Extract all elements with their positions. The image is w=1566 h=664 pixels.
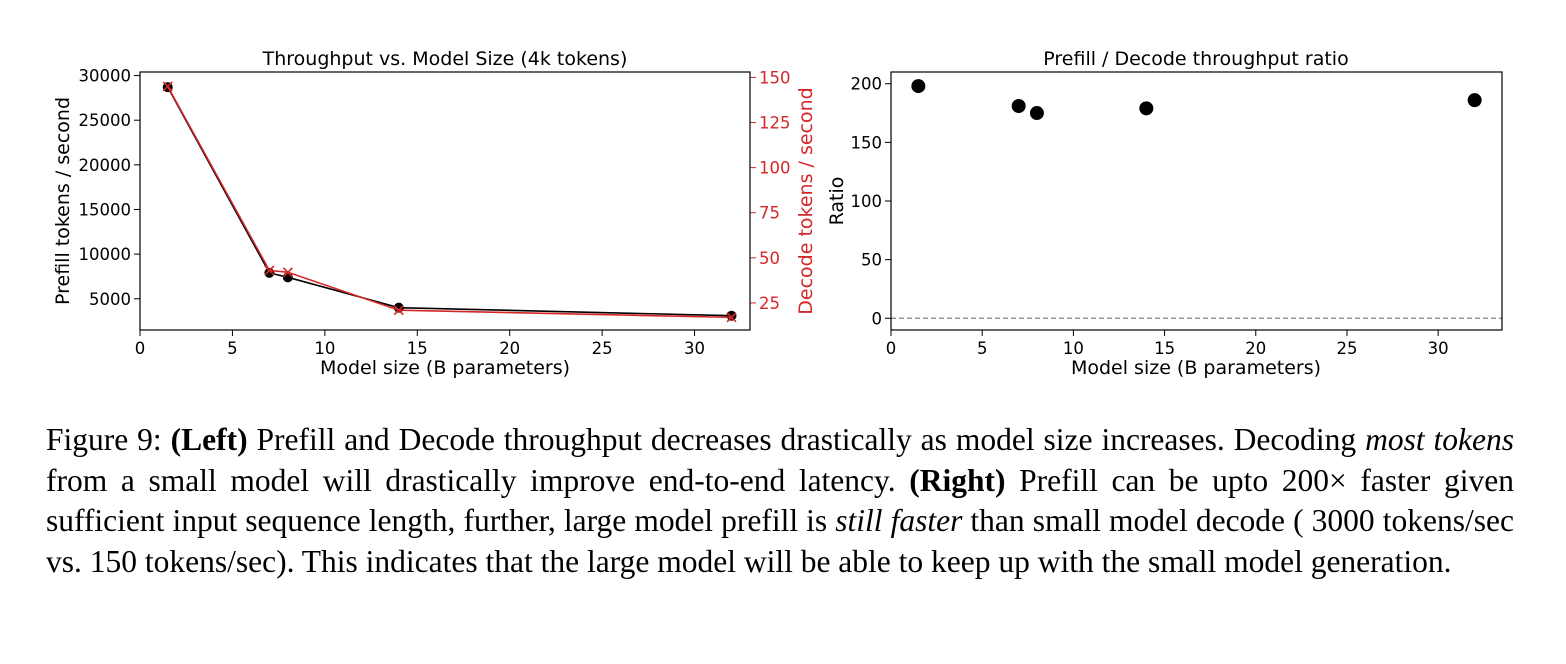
left-y-tick-label: 30000 <box>79 67 132 86</box>
left-y-tick-label: 25000 <box>79 111 132 130</box>
decode-point <box>282 267 293 278</box>
left-x-tick-label: 10 <box>314 339 335 358</box>
decode-point <box>264 265 275 276</box>
ratio-point <box>1139 101 1154 116</box>
caption-text-4: than small model decode ( 3000 tokens/se… <box>46 503 1514 579</box>
caption-emphasis-1: most tokens <box>1365 422 1515 457</box>
decode-point <box>162 81 173 92</box>
caption-label: Figure 9: <box>46 422 162 457</box>
right-y-tick-label: 100 <box>851 192 883 211</box>
right-y-axis-label: Ratio <box>826 177 848 226</box>
left-x-tick-label: 25 <box>592 339 613 358</box>
ratio-chart: Prefill / Decode throughput ratio 0 5 10 15… <box>826 48 1503 379</box>
right-y-tick-label: 200 <box>851 75 883 94</box>
ratio-point <box>1467 93 1482 108</box>
left-y-tick-label: 5000 <box>89 290 131 309</box>
left-y-tick-label: 15000 <box>79 200 132 219</box>
left-y-axis-label: Prefill tokens / second <box>52 97 74 305</box>
ratio-point <box>1011 99 1026 114</box>
caption-left-tag: (Left) <box>170 422 248 457</box>
left-chart-title: Throughput vs. Model Size (4k tokens) <box>262 48 628 70</box>
left-x-tick-label: 5 <box>227 339 238 358</box>
right-y-tick-label: 50 <box>861 251 882 270</box>
left-y2-tick-label: 25 <box>759 294 780 313</box>
right-x-tick-label: 10 <box>1063 339 1084 358</box>
caption-text-2: from a small model will drastically impr… <box>46 462 910 498</box>
left-y2-axis-label: Decode tokens / second <box>795 87 817 314</box>
left-y2-tick-label: 150 <box>759 68 791 87</box>
caption-text-1: Prefill and Decode throughput decreases … <box>247 422 1366 457</box>
ratio-point <box>1029 106 1044 121</box>
left-x-tick-label: 20 <box>499 339 520 358</box>
right-x-tick-label: 5 <box>977 339 988 358</box>
right-x-tick-label: 15 <box>1154 339 1175 358</box>
decode-series-line <box>167 86 732 319</box>
left-x-axis-label: Model size (B parameters) <box>320 357 570 379</box>
left-y-tick-label: 20000 <box>79 156 132 175</box>
left-x-tick-label: 0 <box>135 339 146 358</box>
left-y2-tick-label: 100 <box>759 159 791 178</box>
decode-point <box>393 305 404 316</box>
prefill-point <box>726 310 737 321</box>
ratio-point <box>911 79 926 94</box>
right-x-tick-label: 25 <box>1336 339 1357 358</box>
left-y2-tick-label: 50 <box>759 249 780 268</box>
left-x-tick-label: 30 <box>684 339 705 358</box>
right-y-tick-label: 150 <box>851 133 883 152</box>
right-chart-title: Prefill / Decode throughput ratio <box>1043 48 1348 70</box>
left-y2-tick-label: 75 <box>759 204 780 223</box>
right-plot-frame <box>890 71 1503 331</box>
right-x-tick-label: 0 <box>886 339 897 358</box>
caption-emphasis-2: still faster <box>835 503 963 538</box>
caption-right-tag: (Right) <box>909 462 1006 498</box>
left-x-tick-label: 15 <box>407 339 428 358</box>
throughput-chart: Throughput vs. Model Size (4k tokens) 0 5… <box>52 48 817 379</box>
figure-caption: Figure 9: (Left) Prefill and Decode thro… <box>46 420 1514 582</box>
left-y-tick-label: 10000 <box>79 245 132 264</box>
caption-text-3: Prefill can be upto 200× faster given su… <box>46 462 1514 539</box>
left-y2-tick-label: 125 <box>759 114 791 133</box>
right-x-axis-label: Model size (B parameters) <box>1071 357 1321 379</box>
right-x-tick-label: 20 <box>1245 339 1266 358</box>
right-y-tick-label: 0 <box>872 309 883 328</box>
figure-charts: Throughput vs. Model Size (4k tokens) 0 5… <box>52 48 1503 379</box>
decode-point <box>726 312 737 323</box>
left-plot-frame <box>139 71 751 331</box>
prefill-series-line <box>167 86 732 317</box>
right-x-tick-label: 30 <box>1428 339 1449 358</box>
